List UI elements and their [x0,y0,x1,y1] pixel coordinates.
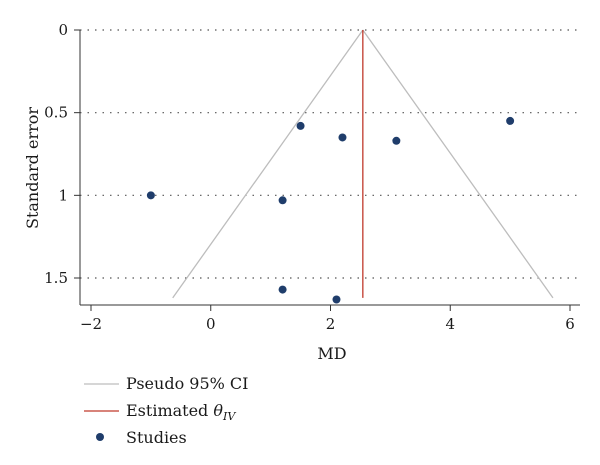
pseudo-ci-lines [172,29,554,299]
study-points [146,116,515,304]
x-axis-title: MD [317,344,346,363]
y-tick-label: 0 [58,21,68,39]
study-point [338,133,347,142]
legend-estimate-symbol: θ [213,401,223,420]
study-point [296,121,305,130]
legend-estimate-prefix: Estimated [126,401,213,420]
study-point [332,295,341,304]
x-tick-label: 4 [445,315,455,333]
y-tick-label: 0.5 [44,104,68,122]
legend-estimate-label: Estimated θIV [126,401,236,423]
axes [79,30,580,306]
legend-studies-label: Studies [126,428,187,447]
axis-ticks: 0 0.5 1 1.5 −2 0 2 4 6 [44,21,575,333]
x-tick-label: 6 [565,315,575,333]
y-tick-label: 1 [58,186,68,204]
x-tick-label: 2 [326,315,336,333]
study-point [278,196,287,205]
gridlines [80,29,580,279]
legend: Pseudo 95% CI Estimated θIV Studies [84,374,249,447]
pseudo-ci-left-line [172,29,364,299]
study-point [146,191,155,200]
y-tick-label: 1.5 [44,269,68,287]
study-point [278,285,287,294]
x-tick-label: −2 [80,315,102,333]
legend-estimate-subscript: IV [222,410,236,423]
x-tick-label: 0 [206,315,216,333]
study-point [392,136,401,145]
pseudo-ci-right-line [362,29,554,299]
study-point [506,116,515,125]
legend-ci-label: Pseudo 95% CI [126,374,249,393]
y-axis-title: Standard error [23,107,42,229]
legend-studies-marker [96,433,104,441]
